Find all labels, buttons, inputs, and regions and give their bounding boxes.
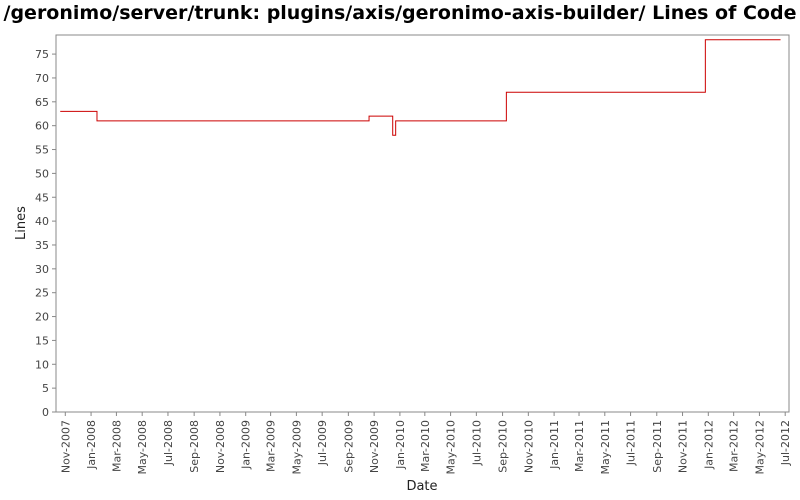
x-tick-label: Sep-2010 [497, 420, 510, 473]
x-tick-label: Jul-2011 [625, 420, 638, 466]
chart-title: /geronimo/server/trunk: plugins/axis/ger… [3, 2, 797, 24]
y-tick-label: 55 [35, 144, 49, 157]
x-tick-label: Jan-2009 [240, 420, 253, 470]
x-tick-label: Mar-2012 [728, 420, 741, 472]
x-tick-label: Sep-2008 [188, 420, 201, 473]
y-tick-label: 15 [35, 334, 49, 347]
x-tick-label: Jul-2012 [779, 420, 792, 466]
y-tick-label: 5 [42, 382, 49, 395]
x-tick-label: Nov-2007 [59, 420, 72, 473]
y-tick-label: 60 [35, 120, 49, 133]
series-line [60, 39, 781, 136]
y-tick-label: 50 [35, 167, 49, 180]
x-tick-label: May-2009 [290, 420, 303, 475]
x-tick-label: May-2008 [136, 420, 149, 475]
y-tick-label: 0 [42, 406, 49, 419]
x-tick-label: Nov-2009 [368, 420, 381, 473]
x-tick-label: May-2011 [599, 420, 612, 475]
x-axis: Nov-2007 Jan-2008 Mar-2008 May-2008 Jul-2008… [59, 412, 792, 475]
x-tick-label: Sep-2009 [342, 420, 355, 473]
x-tick-label: Jul-2010 [470, 420, 483, 466]
x-tick-label: Jan-2011 [548, 420, 561, 470]
y-axis-title: Lines [14, 206, 29, 240]
x-tick-label: Nov-2010 [522, 420, 535, 473]
y-tick-label: 35 [35, 239, 49, 252]
x-tick-label: Jan-2010 [394, 420, 407, 470]
y-tick-label: 20 [35, 311, 49, 324]
x-tick-label: Nov-2008 [214, 420, 227, 473]
y-axis: 0 5 10 15 20 25 30 35 40 45 50 55 60 65 70 75 [35, 48, 56, 419]
y-tick-label: 70 [35, 72, 49, 85]
y-tick-label: 40 [35, 215, 49, 228]
x-tick-label: Mar-2009 [265, 420, 278, 472]
x-tick-label: May-2010 [445, 420, 458, 475]
x-tick-label: Sep-2011 [651, 420, 664, 473]
series-layer [60, 39, 781, 136]
x-tick-label: Jan-2012 [702, 420, 715, 470]
y-tick-label: 45 [35, 191, 49, 204]
x-tick-label: Nov-2011 [677, 420, 690, 473]
x-tick-label: Jan-2008 [85, 420, 98, 470]
x-axis-title: Date [406, 479, 437, 494]
x-tick-label: Jul-2009 [316, 420, 329, 466]
x-tick-label: May-2012 [753, 420, 766, 475]
y-tick-label: 25 [35, 287, 49, 300]
y-tick-label: 10 [35, 358, 49, 371]
y-tick-label: 65 [35, 96, 49, 109]
x-tick-label: Jul-2008 [162, 420, 175, 466]
x-tick-label: Mar-2010 [419, 420, 432, 472]
y-tick-label: 30 [35, 263, 49, 276]
x-tick-label: Mar-2011 [573, 420, 586, 472]
y-tick-label: 75 [35, 48, 49, 61]
x-tick-label: Mar-2008 [110, 420, 123, 472]
plot-background [55, 34, 790, 413]
